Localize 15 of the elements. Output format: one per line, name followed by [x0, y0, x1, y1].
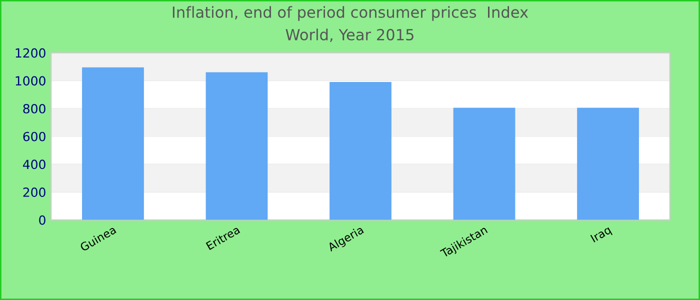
x-tick-label: Iraq [590, 226, 613, 244]
y-tick-label: 200 [23, 188, 46, 197]
bar [453, 108, 516, 220]
bar [330, 82, 392, 220]
y-tick-label: 800 [23, 104, 46, 114]
chart-subtitle: World, Year 2015 [286, 28, 414, 42]
bar [577, 108, 639, 220]
y-tick-label: 0 [39, 215, 46, 225]
y-tick-label: 1000 [16, 76, 46, 86]
y-tick-label: 1200 [16, 48, 46, 58]
chart-title: Inflation, end of period consumer prices Index [172, 6, 528, 21]
bar [82, 67, 144, 220]
y-tick-label: 600 [23, 132, 46, 142]
bar [206, 72, 268, 220]
y-tick-label: 400 [22, 160, 46, 170]
